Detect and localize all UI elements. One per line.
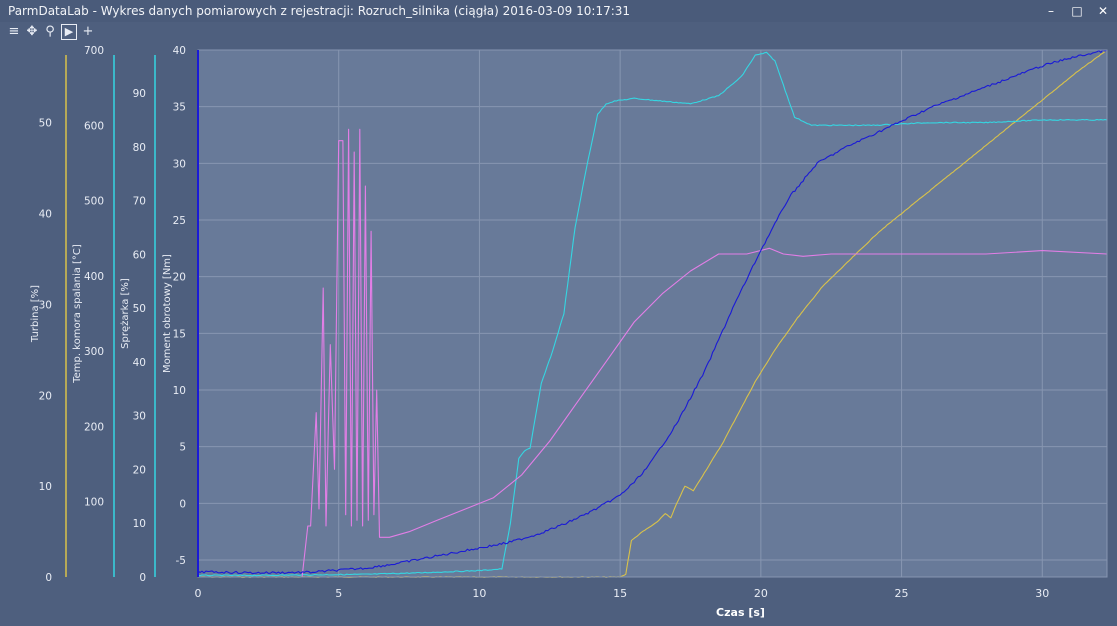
- sprezarka-tick-label: 60: [133, 249, 146, 261]
- sprezarka-tick-label: 50: [133, 303, 146, 315]
- temp-axis-label: Temp. komora spalania [°C]: [72, 244, 83, 384]
- blue-series-line: [197, 49, 1108, 575]
- turbina-tick-label: 30: [39, 299, 52, 311]
- x-tick-label: 0: [195, 587, 202, 600]
- x-tick-label: 30: [1035, 587, 1049, 600]
- close-button[interactable]: ✕: [1097, 4, 1109, 18]
- temp-tick-label: 100: [84, 497, 104, 509]
- crosshair-icon[interactable]: +: [82, 24, 94, 39]
- moment-tick-label: 15: [173, 328, 186, 340]
- x-tick-label: 20: [754, 587, 768, 600]
- moment-axis-label: Moment obrotowy [Nm]: [162, 254, 173, 373]
- temp-tick-label: 200: [84, 421, 104, 433]
- sprezarka-tick-label: 80: [133, 142, 146, 154]
- moment-tick-label: 10: [173, 385, 186, 397]
- turbina-tick-label: 40: [39, 209, 52, 221]
- x-axis-label: Czas [s]: [716, 606, 765, 619]
- turbina-tick-label: 50: [39, 118, 52, 130]
- turbina-tick-label: 10: [39, 481, 52, 493]
- turbina-axis-label: Turbina [%]: [30, 285, 41, 343]
- play-icon[interactable]: ▶: [61, 24, 77, 40]
- chart-toolbar: ≡ ✥ ⚲ ▶ +: [4, 22, 124, 44]
- sprezarka-axis-label: Sprężarka [%]: [120, 278, 131, 349]
- x-tick-label: 25: [895, 587, 909, 600]
- temp-tick-label: 500: [84, 196, 104, 208]
- temp-tick-label: 400: [84, 271, 104, 283]
- moment-tick-label: 35: [173, 102, 186, 114]
- x-tick-label: 5: [335, 587, 342, 600]
- moment-tick-label: -5: [176, 555, 186, 567]
- x-tick-label: 10: [472, 587, 486, 600]
- sprezarka-tick-label: 20: [133, 464, 146, 476]
- temp-tick-label: 700: [84, 45, 104, 57]
- temp-tick-label: 600: [84, 120, 104, 132]
- sprezarka-tick-label: 30: [133, 411, 146, 423]
- window-title: ParmDataLab - Wykres danych pomiarowych …: [8, 4, 631, 18]
- zoom-icon[interactable]: ⚲: [45, 24, 55, 39]
- moment-tick-label: 20: [173, 272, 186, 284]
- title-bar: ParmDataLab - Wykres danych pomiarowych …: [0, 0, 1117, 22]
- moment-tick-label: 30: [173, 158, 186, 170]
- sprezarka-series-line: [197, 51, 1108, 577]
- sprezarka-tick-label: 40: [133, 357, 146, 369]
- sprezarka-tick-label: 0: [139, 572, 146, 584]
- menu-icon[interactable]: ≡: [8, 24, 20, 39]
- plot-area: [198, 50, 1107, 577]
- turbina-tick-label: 20: [39, 390, 52, 402]
- x-tick-label: 15: [613, 587, 627, 600]
- moment-series-line: [198, 128, 1108, 578]
- moment-tick-label: 40: [173, 45, 186, 57]
- maximize-button[interactable]: □: [1071, 4, 1083, 18]
- turbina-tick-label: 0: [45, 572, 52, 584]
- sprezarka-tick-label: 90: [133, 88, 146, 100]
- grid-lines: [197, 49, 1107, 577]
- moment-tick-label: 0: [179, 498, 186, 510]
- temp-tick-label: 300: [84, 346, 104, 358]
- sprezarka-tick-label: 70: [133, 196, 146, 208]
- pan-icon[interactable]: ✥: [26, 24, 38, 39]
- moment-tick-label: 25: [173, 215, 186, 227]
- minimize-button[interactable]: –: [1048, 4, 1054, 18]
- sprezarka-tick-label: 10: [133, 518, 146, 530]
- moment-tick-label: 5: [179, 442, 186, 454]
